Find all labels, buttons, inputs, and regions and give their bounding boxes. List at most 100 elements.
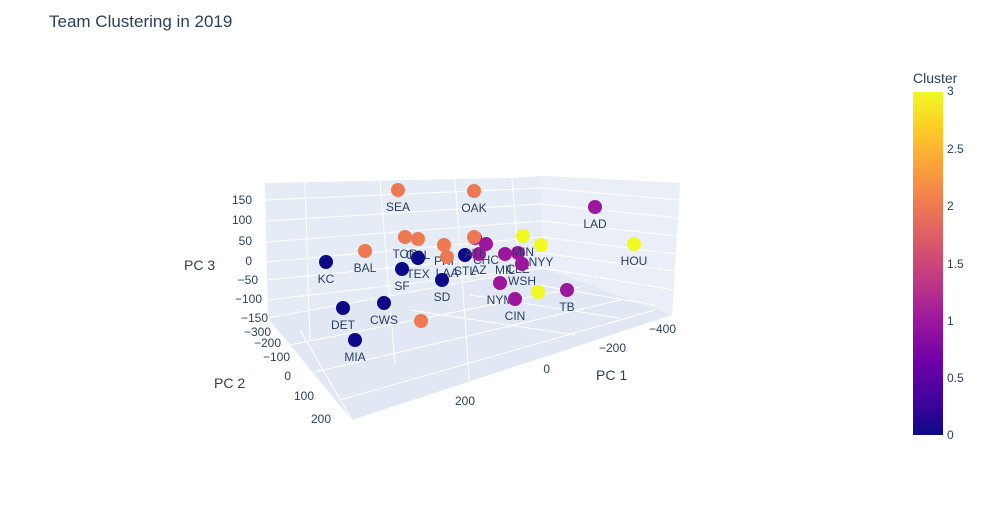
colorbar-ticks: 3 2.5 2 1.5 1 0.5 0 bbox=[947, 84, 964, 442]
floor bbox=[268, 268, 672, 420]
colorbar-tick-label: 0 bbox=[947, 428, 954, 442]
gridline bbox=[409, 309, 576, 336]
point-label: AZ bbox=[471, 263, 486, 277]
data-point[interactable] bbox=[358, 244, 372, 258]
data-point[interactable] bbox=[395, 262, 409, 276]
colorbar-tick-label: 3 bbox=[947, 84, 954, 98]
z-tick-label: 100 bbox=[232, 213, 252, 227]
x-tick-label: 0 bbox=[543, 362, 550, 376]
data-points[interactable]: SEAOAKLADHOUBALTORCOLPHILAATEXSTLCHCAZMI… bbox=[318, 183, 648, 364]
data-point[interactable] bbox=[437, 238, 451, 252]
gridline bbox=[541, 203, 679, 219]
point-label: SEA bbox=[386, 200, 410, 214]
data-point[interactable] bbox=[319, 255, 333, 269]
gridline bbox=[266, 267, 543, 301]
data-point[interactable] bbox=[411, 251, 425, 265]
z-tick-label: 0 bbox=[245, 254, 252, 268]
data-point[interactable] bbox=[498, 247, 512, 261]
gridline bbox=[314, 299, 621, 373]
data-point[interactable] bbox=[440, 250, 454, 264]
gridline bbox=[264, 203, 543, 222]
data-point[interactable] bbox=[467, 230, 481, 244]
data-point[interactable] bbox=[479, 237, 493, 251]
z-tick-label: −100 bbox=[235, 292, 262, 306]
gridline bbox=[265, 236, 543, 263]
z-axis-ticks: 150 100 50 0 −50 −100 −150 bbox=[232, 193, 268, 325]
data-point[interactable] bbox=[516, 229, 530, 243]
y-tick-label: −300 bbox=[244, 325, 271, 339]
data-point[interactable] bbox=[391, 183, 405, 197]
y-tick-label: −200 bbox=[254, 336, 281, 350]
gridline bbox=[541, 220, 678, 237]
data-point[interactable] bbox=[377, 296, 391, 310]
data-point[interactable] bbox=[435, 273, 449, 287]
data-point[interactable] bbox=[414, 314, 428, 328]
x-tick-label: 200 bbox=[455, 394, 475, 408]
point-label: SD bbox=[434, 290, 451, 304]
z-axis-title: PC 3 bbox=[184, 257, 215, 273]
data-point[interactable] bbox=[336, 301, 350, 315]
x-tick-label: −400 bbox=[649, 322, 676, 336]
point-label: SF bbox=[394, 279, 409, 293]
z-tick-label: 150 bbox=[232, 193, 252, 207]
point-label: TB bbox=[559, 300, 574, 314]
data-point[interactable] bbox=[511, 246, 525, 260]
point-label: HOU bbox=[621, 254, 648, 268]
data-point[interactable] bbox=[348, 333, 362, 347]
y-tick-label: 0 bbox=[284, 369, 291, 383]
gridline bbox=[541, 252, 676, 272]
gridline bbox=[379, 180, 396, 366]
gridline bbox=[519, 281, 656, 306]
x-axis-title: PC 1 bbox=[596, 367, 627, 383]
x-axis-ticks: −400 −200 0 200 bbox=[455, 322, 676, 408]
z-tick-label: −150 bbox=[241, 311, 268, 325]
point-label: MIL bbox=[495, 263, 515, 277]
data-point[interactable] bbox=[588, 200, 602, 214]
y-tick-label: −100 bbox=[263, 350, 290, 364]
x-tick-label: −200 bbox=[599, 341, 626, 355]
gridlines bbox=[264, 177, 680, 421]
point-label: STL bbox=[454, 264, 476, 278]
y-tick-label: 100 bbox=[294, 389, 314, 403]
gridline bbox=[304, 181, 311, 341]
y-axis-title: PC 2 bbox=[214, 375, 245, 391]
point-label: NYM bbox=[487, 293, 514, 307]
colorbar: Cluster 3 2.5 2 1.5 1 0.5 0 bbox=[913, 70, 964, 442]
z-tick-label: 50 bbox=[239, 234, 253, 248]
point-label: LAD bbox=[583, 217, 607, 231]
colorbar-tick-label: 1.5 bbox=[947, 257, 964, 271]
data-point[interactable] bbox=[560, 283, 574, 297]
point-label: BAL bbox=[354, 261, 377, 275]
point-label: ATL bbox=[464, 247, 485, 261]
data-point[interactable] bbox=[515, 257, 529, 271]
data-point[interactable] bbox=[398, 230, 412, 244]
data-point[interactable] bbox=[411, 232, 425, 246]
colorbar-title: Cluster bbox=[913, 70, 958, 86]
chart-title: Team Clustering in 2019 bbox=[49, 12, 233, 31]
gridline bbox=[289, 286, 581, 346]
data-point[interactable] bbox=[458, 248, 472, 262]
data-point[interactable] bbox=[472, 247, 486, 261]
data-point[interactable] bbox=[467, 184, 481, 198]
data-point[interactable] bbox=[534, 238, 548, 252]
data-point[interactable] bbox=[493, 276, 507, 290]
gridline bbox=[299, 329, 353, 421]
point-label: TEX bbox=[406, 267, 429, 281]
gridline bbox=[469, 294, 621, 319]
point-label: NYY bbox=[529, 255, 554, 269]
colorbar-tick-label: 0.5 bbox=[947, 371, 964, 385]
point-label: WSH bbox=[508, 274, 536, 288]
point-label: CWS bbox=[370, 313, 398, 327]
gridline bbox=[541, 187, 680, 201]
gridline bbox=[267, 267, 543, 319]
point-label: CIN bbox=[505, 309, 526, 323]
colorbar-tick-label: 2 bbox=[947, 199, 954, 213]
point-label: DET bbox=[331, 318, 356, 332]
data-point[interactable] bbox=[531, 285, 545, 299]
y-tick-label: 200 bbox=[311, 412, 331, 426]
colorbar-tick-label: 2.5 bbox=[947, 142, 964, 156]
data-point[interactable] bbox=[508, 292, 522, 306]
data-point[interactable] bbox=[627, 237, 641, 251]
